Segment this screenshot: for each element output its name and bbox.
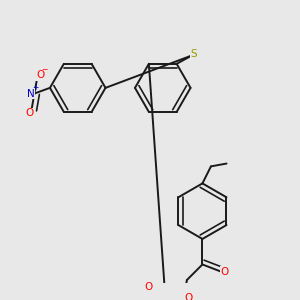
Text: S: S: [190, 49, 197, 59]
Text: O: O: [220, 266, 228, 277]
Text: −: −: [41, 65, 47, 74]
Text: +: +: [33, 83, 39, 92]
Text: O: O: [145, 282, 153, 292]
Text: O: O: [184, 292, 192, 300]
Text: O: O: [25, 108, 33, 118]
Text: N: N: [27, 88, 35, 98]
Text: O: O: [36, 70, 44, 80]
